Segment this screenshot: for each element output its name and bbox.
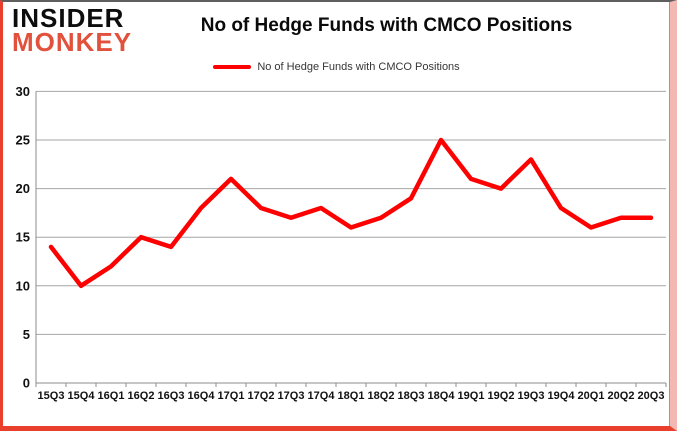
page-title: No of Hedge Funds with CMCO Positions <box>200 15 573 36</box>
x-tick-label-20Q2: 20Q2 <box>608 390 635 402</box>
series-line <box>48 137 654 289</box>
logo-line-insider: INSIDER <box>12 3 125 33</box>
x-tick-label-15Q3: 15Q3 <box>38 390 65 402</box>
x-tick-label-17Q1: 17Q1 <box>218 390 245 402</box>
y-tick-label-15: 15 <box>16 230 30 245</box>
legend-line-swatch <box>213 65 252 69</box>
y-tick-label-5: 5 <box>23 327 30 342</box>
y-tick-label-10: 10 <box>16 278 30 293</box>
x-tick-label-20Q3: 20Q3 <box>638 390 665 402</box>
inner-border-line <box>669 2 670 426</box>
line-chart: 0 5 10 15 20 25 30 15Q3 15Q4 16Q1 16Q2 16Q3 16Q4 17Q1… <box>3 82 670 426</box>
x-tick-label-17Q3: 17Q3 <box>278 390 305 402</box>
insider-monkey-logo: INSIDER MONKEY <box>12 3 133 57</box>
x-tick-label-18Q1: 18Q1 <box>338 390 365 402</box>
x-tick-label-16Q4: 16Q4 <box>188 390 216 402</box>
chart-canvas: 0 5 10 15 20 25 30 15Q3 15Q4 16Q1 16Q2 16Q3 16Q4 17Q1… <box>16 84 667 402</box>
x-tick-label-18Q3: 18Q3 <box>398 390 425 402</box>
logo-line-monkey: MONKEY <box>12 26 133 57</box>
x-tick-label-19Q4: 19Q4 <box>548 390 576 402</box>
x-tick-label-15Q4: 15Q4 <box>68 390 96 402</box>
x-tick-label-19Q1: 19Q1 <box>458 390 485 402</box>
y-tick-label-0: 0 <box>23 376 30 391</box>
x-tick-label-18Q4: 18Q4 <box>428 390 456 402</box>
y-tick-label-30: 30 <box>16 84 30 99</box>
y-tick-label-20: 20 <box>16 181 30 196</box>
x-tick-label-17Q4: 17Q4 <box>308 390 336 402</box>
x-tick-label-17Q2: 17Q2 <box>248 390 275 402</box>
x-tick-label-19Q3: 19Q3 <box>518 390 545 402</box>
y-tick-label-25: 25 <box>16 133 30 148</box>
x-tick-label-16Q2: 16Q2 <box>128 390 155 402</box>
x-tick-label-19Q2: 19Q2 <box>488 390 515 402</box>
x-tick-label-20Q1: 20Q1 <box>578 390 605 402</box>
x-tick-label-16Q1: 16Q1 <box>98 390 125 402</box>
legend-label: No of Hedge Funds with CMCO Positions <box>257 61 460 73</box>
x-tick-label-16Q3: 16Q3 <box>158 390 185 402</box>
legend: No of Hedge Funds with CMCO Positions <box>3 61 670 73</box>
x-tick-label-18Q2: 18Q2 <box>368 390 395 402</box>
